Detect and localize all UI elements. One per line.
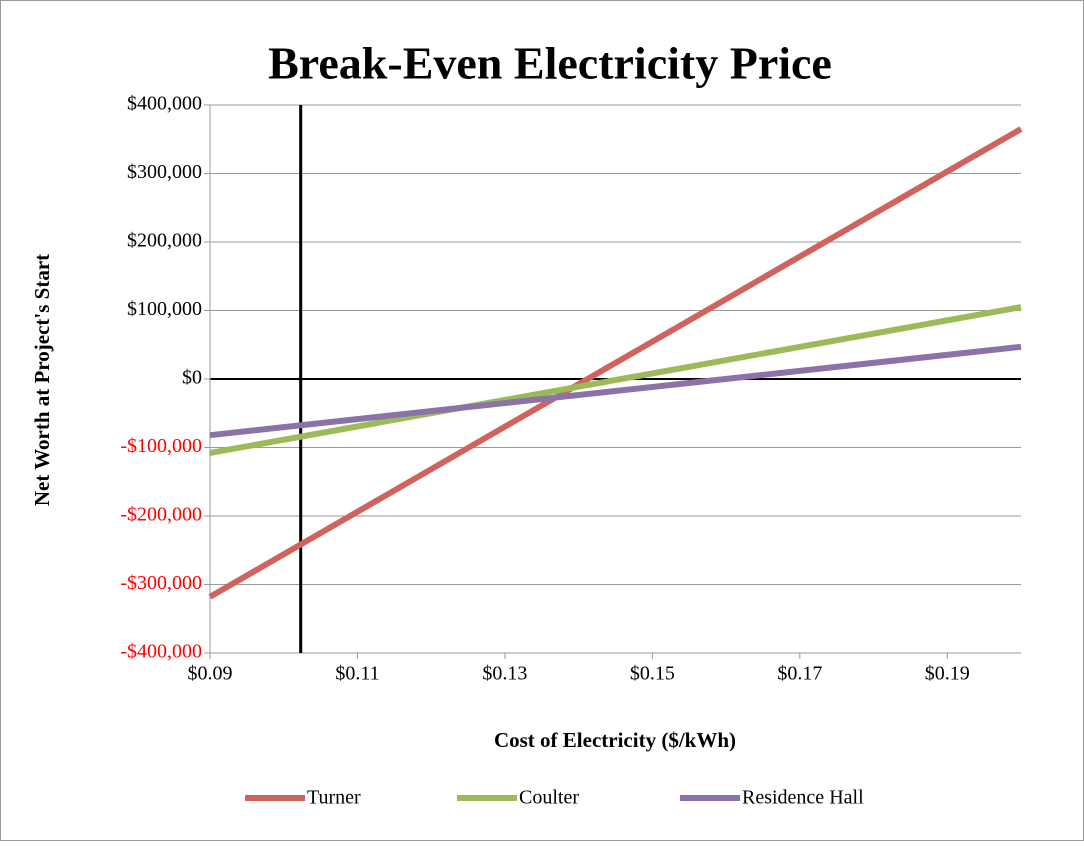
x-axis-label: Cost of Electricity ($/kWh) [494,728,736,752]
legend-label: Residence Hall [742,787,864,809]
y-tick-label: -$100,000 [120,435,202,457]
y-axis-label: Net Worth at Project's Start [30,254,54,506]
x-tick-label: $0.17 [777,663,822,685]
x-tick-label: $0.11 [335,663,379,685]
legend-label: Turner [307,787,361,809]
series-line [209,304,1022,456]
x-tick-label: $0.13 [482,663,527,685]
y-tick-label: $100,000 [127,298,202,320]
series-line [208,126,1023,600]
legend-label: Coulter [519,787,579,809]
y-tick-label: $400,000 [127,93,202,115]
series-line [209,343,1022,439]
y-tick-label: -$300,000 [120,572,202,594]
y-tick-label: $300,000 [127,161,202,183]
y-tick-label: $0 [182,367,202,389]
x-tick-label: $0.19 [925,663,970,685]
x-tick-label: $0.15 [630,663,675,685]
y-tick-label: -$400,000 [120,641,202,663]
chart-title: Break-Even Electricity Price [268,38,832,89]
y-tick-label: -$200,000 [120,504,202,526]
x-tick-label: $0.09 [188,663,233,685]
y-tick-label: $200,000 [127,230,202,252]
